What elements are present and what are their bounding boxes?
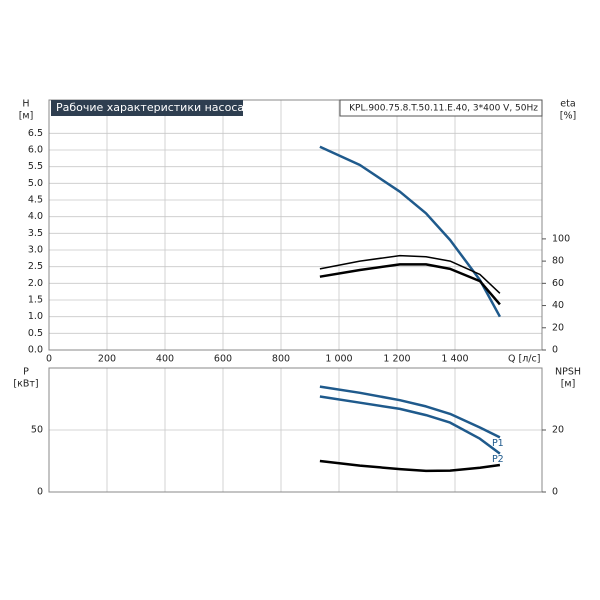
y2-tick-label: 100 [552,233,570,244]
x-tick-label: 1 200 [383,354,410,365]
series-line [319,385,501,439]
series-line [319,263,501,306]
x-tick-label: 600 [214,354,232,365]
y2-axis-unit: [%] [560,111,576,122]
y-tick-label: 2.5 [28,261,43,272]
chart-title: Рабочие характеристики насоса [56,101,244,114]
y-tick-label: 1.5 [28,295,43,306]
y-tick-label: 0.0 [28,345,43,356]
y2-tick-label: 40 [552,300,564,311]
x-tick-label: 1 400 [441,354,468,365]
y-tick-label: 50 [31,425,43,436]
y2-tick-label: 0 [552,345,558,356]
y-tick-label: 6.0 [28,145,43,156]
y2-tick-label: 0 [552,487,558,498]
y-tick-label: 6.5 [28,128,43,139]
y2-tick-label: 60 [552,278,564,289]
y2-tick-label: 80 [552,256,564,267]
y-tick-label: 0 [37,487,43,498]
y-tick-label: 5.0 [28,178,43,189]
y-tick-label: 0.5 [28,328,43,339]
x-axis-label: Q [л/с] [508,354,540,365]
y-tick-label: 1.0 [28,311,43,322]
y-axis-label: H [22,99,29,110]
y-tick-label: 5.5 [28,161,43,172]
series-label: P1 [492,438,504,449]
y-tick-label: 2.0 [28,278,43,289]
series-label: P2 [492,454,504,465]
y-axis-unit: [м] [19,111,34,122]
chart-subtitle: KPL.900.75.8.T.50.11.E.40, 3*400 V, 50Hz [349,104,538,114]
y-tick-label: 4.0 [28,211,43,222]
subtitle-box [339,99,543,117]
series-line [319,254,501,294]
y2-axis-label: NPSH [555,367,581,378]
x-tick-label: 0 [46,354,52,365]
y-tick-label: 3.5 [28,228,43,239]
y2-tick-label: 20 [552,322,564,333]
title-box [51,100,243,116]
series-line [319,459,501,473]
y-axis-unit: [кВт] [13,379,38,390]
x-tick-label: 200 [98,354,116,365]
series-line [319,395,501,455]
y2-tick-label: 20 [552,425,564,436]
x-tick-label: 1 000 [325,354,352,365]
x-tick-label: 800 [272,354,290,365]
y-axis-label: P [23,367,29,378]
x-tick-label: 400 [156,354,174,365]
y2-axis-unit: [м] [561,379,576,390]
plot-frame [48,99,543,351]
y2-axis-label: eta [560,99,575,110]
y-tick-label: 3.0 [28,245,43,256]
y-tick-label: 4.5 [28,195,43,206]
